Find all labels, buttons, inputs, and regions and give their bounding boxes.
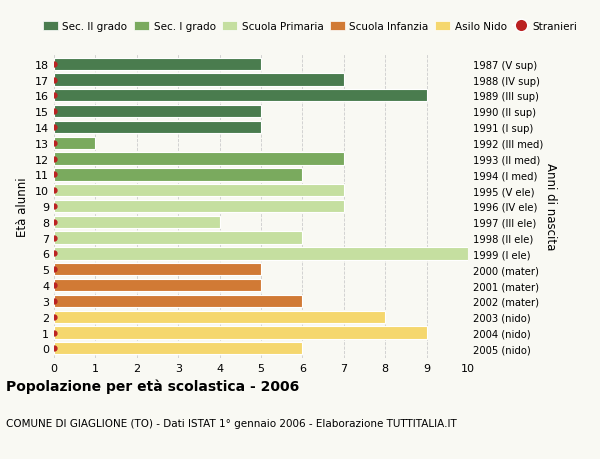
Bar xyxy=(54,279,261,291)
Bar xyxy=(54,58,261,71)
Bar xyxy=(54,342,302,355)
Bar xyxy=(54,169,302,181)
Bar xyxy=(54,327,427,339)
Bar xyxy=(54,90,427,102)
Bar xyxy=(54,232,302,244)
Legend: Sec. II grado, Sec. I grado, Scuola Primaria, Scuola Infanzia, Asilo Nido, Stran: Sec. II grado, Sec. I grado, Scuola Prim… xyxy=(38,18,582,36)
Text: COMUNE DI GIAGLIONE (TO) - Dati ISTAT 1° gennaio 2006 - Elaborazione TUTTITALIA.: COMUNE DI GIAGLIONE (TO) - Dati ISTAT 1°… xyxy=(6,418,457,428)
Bar xyxy=(54,153,344,165)
Bar xyxy=(54,201,344,213)
Bar xyxy=(54,311,385,323)
Bar xyxy=(54,185,344,197)
Text: Popolazione per età scolastica - 2006: Popolazione per età scolastica - 2006 xyxy=(6,379,299,393)
Bar xyxy=(54,295,302,308)
Bar xyxy=(54,263,261,276)
Bar xyxy=(54,248,468,260)
Bar xyxy=(54,137,95,150)
Bar xyxy=(54,122,261,134)
Bar xyxy=(54,74,344,86)
Bar xyxy=(54,106,261,118)
Y-axis label: Età alunni: Età alunni xyxy=(16,177,29,236)
Bar xyxy=(54,216,220,229)
Y-axis label: Anni di nascita: Anni di nascita xyxy=(544,163,557,250)
